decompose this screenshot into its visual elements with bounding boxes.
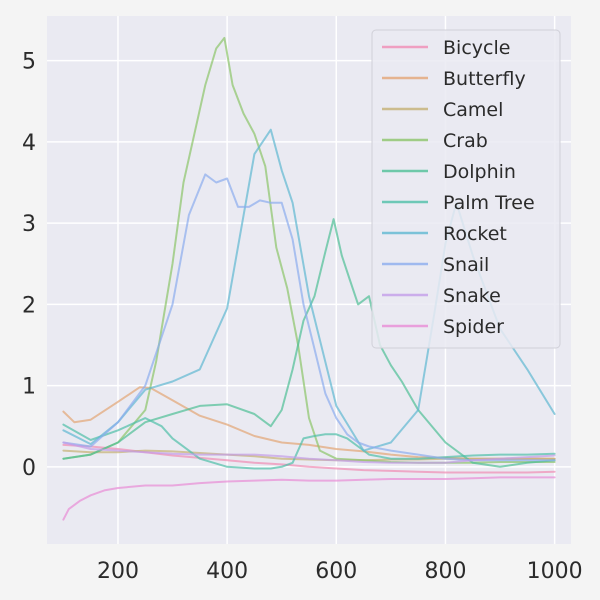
series-line-snake xyxy=(62,441,556,464)
y-tick-label: 2 xyxy=(22,293,36,318)
y-tick-label: 4 xyxy=(22,131,36,156)
tick-labels: 200 400 600 800 1000 0 1 2 3 4 5 xyxy=(22,50,583,584)
series-lines xyxy=(62,36,556,521)
legend-label-palm-tree: Palm Tree xyxy=(443,192,535,214)
legend-label-rocket: Rocket xyxy=(443,223,507,245)
legend-label-snail: Snail xyxy=(443,254,489,276)
legend-label-dolphin: Dolphin xyxy=(443,161,516,183)
legend-label-bicycle: Bicycle xyxy=(443,37,510,59)
legend-label-butterfly: Butterfly xyxy=(443,68,526,90)
legend-label-spider: Spider xyxy=(443,316,504,338)
x-tick-label: 200 xyxy=(97,559,139,584)
x-tick-label: 400 xyxy=(206,559,248,584)
series-line-snail xyxy=(62,173,556,462)
y-tick-label: 0 xyxy=(22,456,36,481)
x-tick-label: 1000 xyxy=(527,559,583,584)
y-tick-label: 3 xyxy=(22,212,36,237)
y-tick-label: 1 xyxy=(22,375,36,400)
x-tick-label: 800 xyxy=(424,559,466,584)
legend-label-camel: Camel xyxy=(443,99,503,121)
legend-label-snake: Snake xyxy=(443,285,501,307)
x-tick-label: 600 xyxy=(315,559,357,584)
y-tick-label: 5 xyxy=(22,50,36,75)
series-line-spider xyxy=(62,476,556,521)
legend-label-crab: Crab xyxy=(443,130,488,152)
legend: Bicycle Butterfly Camel Crab Dolphin Palm Tre… xyxy=(371,29,561,349)
series-line-dolphin xyxy=(62,218,556,468)
